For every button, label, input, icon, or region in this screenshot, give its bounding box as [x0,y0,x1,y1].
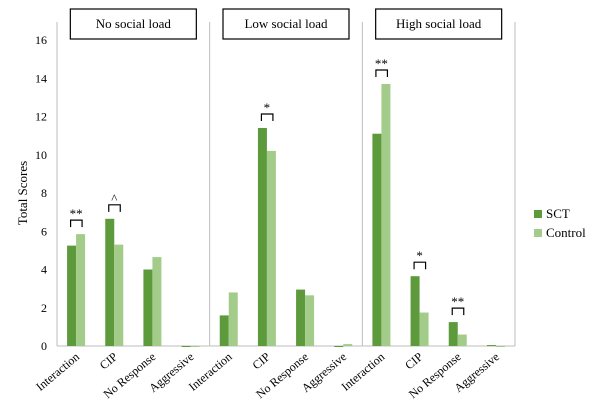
bar-control [152,257,162,346]
bar-sct [486,345,496,347]
bar-sct [181,346,191,347]
bar-sct [257,127,267,346]
significance-bracket [451,307,465,316]
x-tick-label: CIP [250,349,274,372]
bar-control [305,295,315,346]
bar-sct [143,269,153,346]
significance-label: ** [70,206,83,221]
significance-markers: **^****** [69,56,465,316]
bar-control [114,244,124,346]
y-tick-label: 16 [35,33,47,47]
y-tick-label: 12 [35,110,47,124]
y-tick-label: 4 [41,263,47,277]
y-tick-label: 14 [35,71,47,85]
significance-bracket [413,261,427,270]
y-tick-label: 10 [35,148,47,162]
legend-label-sct: SCT [546,206,570,221]
bar-sct [105,218,115,346]
bar-control [343,344,353,346]
x-tick-label: Interaction [33,350,82,394]
y-tick-label: 0 [41,339,47,353]
significance-bracket [108,204,121,212]
bar-control [419,312,429,346]
x-tick-label: CIP [402,349,426,372]
panel-title-box [222,8,350,40]
bar-control [381,83,391,347]
x-tick-label: Interaction [186,350,235,394]
bar-control [76,234,86,346]
x-tick-label: Interaction [339,350,388,394]
legend-swatch-sct [534,210,542,218]
y-axis-label: Total Scores [15,161,30,225]
bar-sct [67,245,77,346]
bar-control [457,334,467,346]
bar-sct [410,276,420,346]
bar-sct [448,322,458,346]
significance-label: ^ [111,191,117,206]
legend-label-control: Control [546,225,586,240]
chart-bars [67,83,505,347]
bar-sct [219,315,229,346]
panel-title-box [375,8,503,40]
x-tick-label: CIP [97,349,121,372]
bar-control [266,150,276,346]
bar-control [495,346,505,347]
y-tick-label: 2 [41,301,47,315]
significance-label: ** [451,294,464,309]
chart-legend: SCT Control [534,206,586,240]
significance-label: * [416,248,423,263]
panel-title: No social load [96,16,172,31]
panel-title: High social load [396,16,482,31]
bar-sct [334,346,344,347]
legend-swatch-control [534,229,542,237]
significance-bracket [69,219,83,228]
panel-title-box [69,8,197,40]
significance-label: ** [375,56,388,71]
significance-bracket [260,113,274,121]
bar-sct [296,289,306,346]
y-tick-label: 8 [41,186,47,200]
y-tick-label: 6 [41,224,47,238]
chart-panels: No social load Low social load High social… [56,8,516,347]
significance-label: * [264,100,271,115]
significance-bracket [375,69,389,77]
bar-sct [372,133,382,346]
panel-title: Low social load [244,16,328,31]
bar-control [190,346,200,347]
chart-axes: 0 2 4 6 8 10 12 14 16 [35,33,47,353]
bar-control [228,292,238,346]
